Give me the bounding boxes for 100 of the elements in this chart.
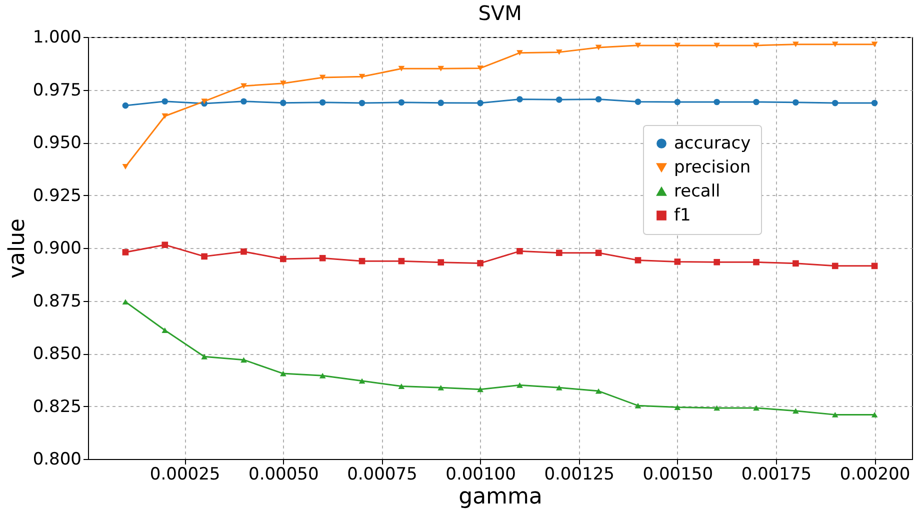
point xyxy=(319,372,326,378)
y-tick-label: 0.875 xyxy=(32,291,82,312)
point xyxy=(358,258,366,264)
point xyxy=(871,412,878,418)
point xyxy=(832,42,838,48)
x-tick-label: 0.00075 xyxy=(347,464,418,484)
point xyxy=(556,49,562,55)
point xyxy=(714,42,720,48)
x-tick-label: 0.00125 xyxy=(544,464,615,484)
legend-label: accuracy xyxy=(674,134,751,154)
point xyxy=(634,98,642,105)
point xyxy=(477,100,484,106)
point xyxy=(792,99,799,106)
x-tick-label: 0.00175 xyxy=(741,464,812,484)
point xyxy=(162,113,168,119)
point xyxy=(358,378,366,384)
point xyxy=(477,386,484,392)
point xyxy=(319,99,326,106)
point xyxy=(792,260,799,267)
point xyxy=(280,80,286,86)
point xyxy=(240,357,247,363)
point xyxy=(871,100,878,106)
point xyxy=(832,412,838,418)
y-tick-label: 0.975 xyxy=(32,80,82,100)
point xyxy=(871,262,878,270)
point xyxy=(477,260,484,266)
y-tick-label: 0.825 xyxy=(32,396,82,417)
y-tick-label: 0.925 xyxy=(32,186,82,206)
y-tick-label: 1.000 xyxy=(32,28,82,48)
point xyxy=(319,254,326,262)
point xyxy=(674,404,681,410)
x-tick-label: 0.00150 xyxy=(642,464,714,484)
point xyxy=(516,96,523,102)
point xyxy=(398,99,405,106)
point xyxy=(201,354,208,360)
y-axis-title: value xyxy=(4,218,30,279)
y-tick-label: 0.850 xyxy=(32,344,82,364)
point xyxy=(753,258,760,266)
point xyxy=(438,66,444,72)
point xyxy=(871,42,878,48)
point xyxy=(634,402,642,408)
x-tick-label: 0.00050 xyxy=(248,464,319,484)
point xyxy=(162,98,168,105)
point xyxy=(792,408,799,414)
point xyxy=(516,50,523,56)
point xyxy=(753,98,760,106)
point xyxy=(240,248,247,255)
point xyxy=(122,164,129,170)
legend-label: precision xyxy=(674,158,751,178)
point xyxy=(438,100,444,106)
point xyxy=(556,96,562,103)
x-tick-label: 0.00025 xyxy=(150,464,220,484)
point xyxy=(714,258,720,266)
x-tick-label: 0.00200 xyxy=(840,464,910,484)
point xyxy=(556,250,562,256)
point xyxy=(438,384,444,390)
point xyxy=(714,405,720,411)
point xyxy=(674,98,681,106)
point xyxy=(280,256,286,262)
point xyxy=(201,98,208,104)
point xyxy=(792,42,799,48)
y-tick-label: 0.900 xyxy=(32,238,82,258)
point xyxy=(162,242,168,248)
point xyxy=(319,74,326,80)
point xyxy=(634,257,642,264)
point xyxy=(122,299,129,305)
point xyxy=(595,250,602,256)
point xyxy=(240,98,247,105)
point xyxy=(280,370,286,376)
point xyxy=(477,65,484,71)
chart-title: SVM xyxy=(478,1,522,25)
point xyxy=(122,249,129,256)
point xyxy=(398,383,405,389)
point xyxy=(438,259,444,266)
point xyxy=(595,96,602,102)
point xyxy=(516,382,523,388)
point xyxy=(398,258,405,264)
x-tick-label: 0.00100 xyxy=(446,464,516,484)
point xyxy=(516,248,523,254)
point xyxy=(240,83,247,89)
point xyxy=(122,102,129,109)
point xyxy=(280,100,286,106)
legend-label: f1 xyxy=(674,206,691,226)
point xyxy=(556,384,562,390)
legend-label: recall xyxy=(674,182,720,202)
point xyxy=(201,253,208,260)
point xyxy=(832,100,838,106)
y-tick-label: 0.800 xyxy=(32,450,82,470)
point xyxy=(398,66,405,72)
y-tick-label: 0.950 xyxy=(32,133,82,153)
point xyxy=(162,328,168,334)
x-axis-title: gamma xyxy=(458,484,542,510)
point xyxy=(753,42,760,48)
point xyxy=(358,100,366,106)
point xyxy=(634,42,642,48)
point xyxy=(674,42,681,48)
point xyxy=(832,262,838,270)
point xyxy=(714,98,720,106)
point xyxy=(753,405,760,411)
point xyxy=(674,258,681,265)
